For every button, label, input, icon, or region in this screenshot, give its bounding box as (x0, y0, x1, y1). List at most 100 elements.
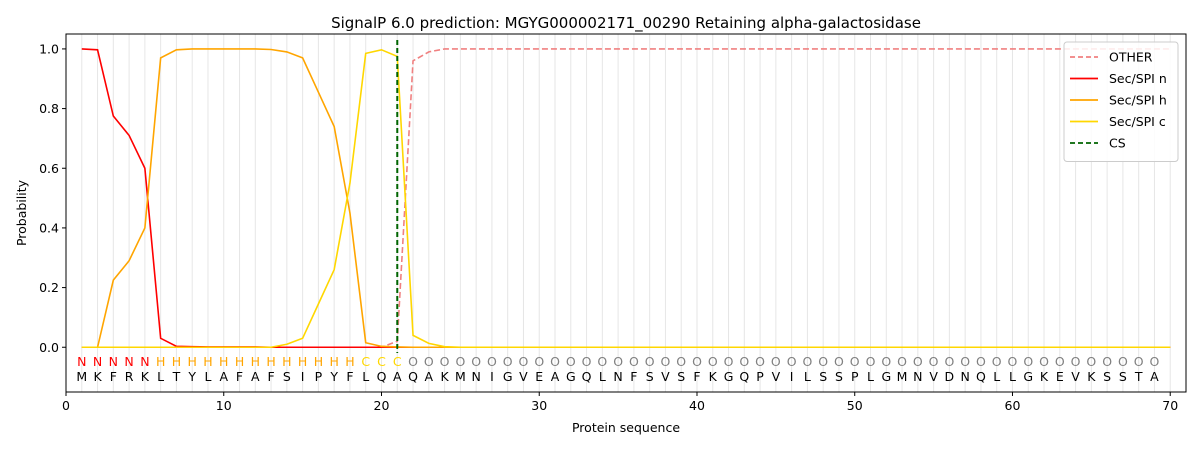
region-label: N (124, 354, 133, 369)
region-label: O (1102, 354, 1112, 369)
region-label: C (393, 354, 402, 369)
region-label: O (897, 354, 907, 369)
region-label: O (1071, 354, 1081, 369)
residue-label: K (709, 369, 718, 384)
region-label: O (992, 354, 1002, 369)
region-label: N (93, 354, 102, 369)
residue-label: S (1119, 369, 1127, 384)
residue-label: L (867, 369, 874, 384)
region-label: O (471, 354, 481, 369)
sequence-labels: NMNKNFNRNKHLHTHYHLHAHFHAHFHSHIHPHYHFCLCQ… (76, 354, 1159, 384)
residue-label: G (724, 369, 734, 384)
residue-label: K (141, 369, 150, 384)
residue-label: P (315, 369, 323, 384)
region-label: H (156, 354, 165, 369)
residue-label: L (804, 369, 811, 384)
residue-label: S (283, 369, 291, 384)
residue-label: V (929, 369, 938, 384)
residue-label: N (960, 369, 969, 384)
legend-box (1063, 41, 1179, 162)
region-label: O (1008, 354, 1018, 369)
residue-label: F (267, 369, 274, 384)
x-tick-label: 40 (689, 398, 705, 413)
region-label: H (282, 354, 291, 369)
region-label: H (203, 354, 212, 369)
residue-label: Q (377, 369, 387, 384)
residue-label: V (772, 369, 781, 384)
residue-label: F (110, 369, 117, 384)
region-label: O (645, 354, 655, 369)
region-label: H (266, 354, 275, 369)
residue-label: P (756, 369, 764, 384)
residue-label: M (455, 369, 466, 384)
residue-label: A (425, 369, 434, 384)
plot-frame (65, 33, 1187, 393)
region-label: O (566, 354, 576, 369)
region-label: O (676, 354, 686, 369)
x-tick-label: 30 (531, 398, 547, 413)
region-label: C (377, 354, 386, 369)
region-label: O (440, 354, 450, 369)
region-label: N (109, 354, 118, 369)
residue-label: S (819, 369, 827, 384)
residue-label: G (566, 369, 576, 384)
region-label: O (455, 354, 465, 369)
y-tick-label: 0.6 (39, 161, 59, 176)
residue-label: M (76, 369, 87, 384)
residue-label: K (440, 369, 449, 384)
residue-label: I (301, 369, 305, 384)
region-label: O (787, 354, 797, 369)
residue-label: V (519, 369, 528, 384)
region-label: O (661, 354, 671, 369)
region-label: N (140, 354, 149, 369)
residue-label: L (362, 369, 369, 384)
x-tick-label: 70 (1162, 398, 1178, 413)
region-label: H (235, 354, 244, 369)
region-label: O (613, 354, 623, 369)
residue-label: S (1103, 369, 1111, 384)
residue-label: S (646, 369, 654, 384)
region-label: O (724, 354, 734, 369)
y-axis-ticks: 0.0 0.2 0.4 0.6 0.8 1.0 (39, 41, 66, 355)
residue-label: I (790, 369, 794, 384)
residue-label: K (93, 369, 102, 384)
residue-label: M (897, 369, 908, 384)
x-axis-ticks: 0 10 20 30 40 50 60 70 (62, 392, 1178, 413)
region-label: O (424, 354, 434, 369)
region-label: H (172, 354, 181, 369)
region-label: O (487, 354, 497, 369)
region-label: H (251, 354, 260, 369)
legend-label: Sec/SPI h (1109, 93, 1167, 108)
region-label: C (361, 354, 370, 369)
residue-label: A (219, 369, 228, 384)
x-tick-label: 10 (216, 398, 232, 413)
y-tick-label: 0.0 (39, 340, 59, 355)
series-line-sec-spi-c (81, 48, 1171, 349)
region-label: H (298, 354, 307, 369)
series-line-sec-spi-n (81, 48, 1171, 349)
residue-label: E (1056, 369, 1064, 384)
residue-label: K (1087, 369, 1096, 384)
region-label: O (802, 354, 812, 369)
residue-label: A (251, 369, 260, 384)
region-label: O (866, 354, 876, 369)
vertical-gridlines (81, 34, 1171, 392)
y-tick-label: 1.0 (39, 41, 59, 56)
residue-label: F (236, 369, 243, 384)
residue-label: G (881, 369, 891, 384)
legend-label: Sec/SPI n (1109, 71, 1167, 86)
region-label: O (755, 354, 765, 369)
residue-label: N (913, 369, 922, 384)
region-label: H (329, 354, 338, 369)
region-label: O (944, 354, 954, 369)
residue-label: R (125, 369, 134, 384)
residue-label: L (599, 369, 606, 384)
region-label: O (629, 354, 639, 369)
residue-label: F (346, 369, 353, 384)
region-label: O (1055, 354, 1065, 369)
region-label: H (314, 354, 323, 369)
residue-label: Q (739, 369, 749, 384)
region-label: O (771, 354, 781, 369)
residue-label: N (471, 369, 480, 384)
region-label: O (1118, 354, 1128, 369)
